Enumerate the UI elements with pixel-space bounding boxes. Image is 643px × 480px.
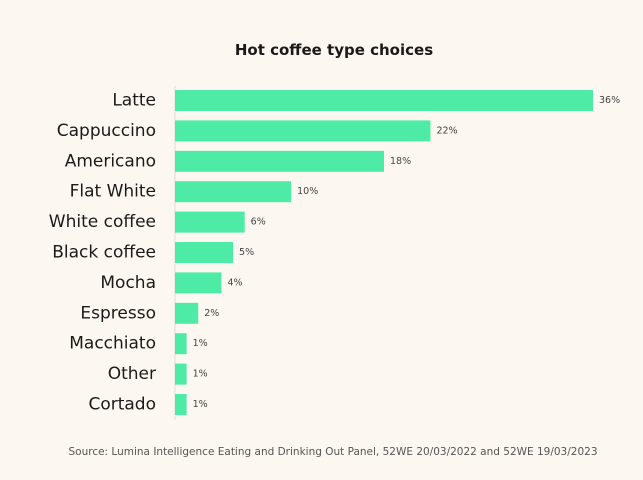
value-label: 2% (204, 308, 219, 319)
bars-group: Latte 36% Cappuccino 22% Americano 18% Flat Wh… (49, 90, 620, 415)
chart-title: Hot coffee type choices (235, 41, 433, 59)
source-note: Source: Lumina Intelligence Eating and D… (68, 446, 597, 458)
value-label: 1% (193, 399, 208, 410)
category-label: White coffee (49, 212, 156, 232)
bar (175, 181, 292, 203)
value-label: 4% (227, 277, 242, 288)
bar (175, 242, 234, 263)
category-label: Black coffee (52, 243, 156, 263)
value-label: 36% (599, 95, 620, 106)
bar (175, 90, 593, 111)
category-label: Macchiato (69, 334, 156, 354)
value-label: 6% (251, 217, 266, 228)
bar (175, 363, 187, 385)
bar (175, 120, 431, 142)
bar (175, 394, 187, 415)
category-label: Mocha (100, 273, 156, 293)
bar (175, 272, 222, 294)
value-label: 1% (193, 369, 208, 380)
category-label: Espresso (80, 303, 156, 323)
bar (175, 302, 199, 324)
value-label: 18% (390, 156, 411, 167)
category-label: Latte (112, 91, 156, 111)
bar (175, 150, 384, 172)
category-label: Cappuccino (57, 121, 156, 141)
value-label: 5% (239, 247, 254, 258)
category-label: Other (108, 364, 156, 384)
category-label: Americano (65, 151, 156, 171)
bar (175, 333, 187, 355)
category-label: Cortado (88, 395, 156, 415)
value-label: 10% (297, 186, 318, 197)
category-label: Flat White (70, 182, 156, 202)
value-label: 22% (436, 125, 457, 136)
value-label: 1% (193, 338, 208, 349)
bar (175, 211, 245, 233)
